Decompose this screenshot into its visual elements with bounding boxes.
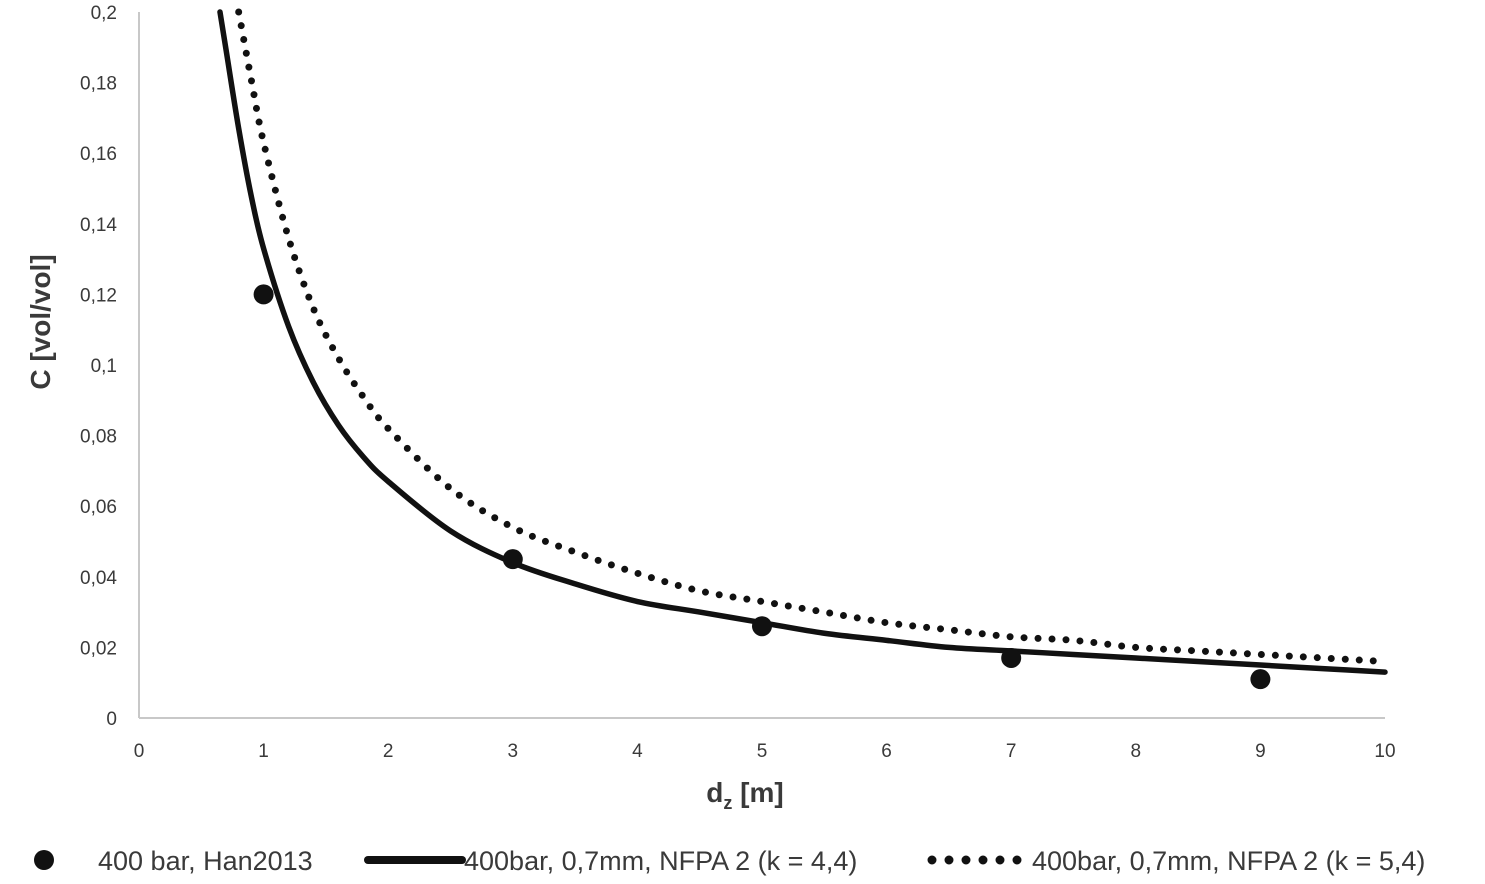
legend-label-nfpa-k44: 400bar, 0,7mm, NFPA 2 (k = 4,4)	[464, 846, 857, 876]
x-tick-label: 3	[508, 741, 519, 762]
y-tick-label: 0,14	[80, 215, 117, 236]
x-tick-label: 6	[881, 741, 892, 762]
plot-area	[217, 8, 1389, 690]
x-tick-label: 4	[632, 741, 643, 762]
y-tick-label: 0,06	[80, 497, 117, 518]
y-tick-label: 0,02	[80, 638, 117, 659]
x-tick-label: 10	[1374, 741, 1395, 762]
x-tick-labels: 0 1 2 3 4 5 6 7 8 9 10	[134, 741, 1396, 762]
y-tick-label: 0,18	[80, 74, 117, 95]
legend-label-han2013: 400 bar, Han2013	[98, 846, 313, 876]
series-line-nfpa-k54	[235, 8, 1389, 666]
legend-label-nfpa-k54: 400bar, 0,7mm, NFPA 2 (k = 5,4)	[1032, 846, 1425, 876]
y-tick-label: 0,16	[80, 144, 117, 165]
x-tick-label: 2	[383, 741, 394, 762]
y-tick-labels: 0 0,02 0,04 0,06 0,08 0,1 0,12 0,14 0,16 0,18 0,2	[80, 3, 117, 730]
x-axis-label: dz [m]	[706, 777, 783, 813]
y-tick-label: 0,1	[91, 356, 117, 377]
y-tick-label: 0,12	[80, 285, 117, 306]
x-tick-label: 7	[1006, 741, 1017, 762]
y-tick-label: 0	[106, 709, 117, 730]
data-point-han2013	[1250, 669, 1271, 690]
data-point-han2013	[752, 616, 772, 637]
x-tick-label: 8	[1131, 741, 1142, 762]
y-tick-label: 0,08	[80, 427, 117, 448]
legend-item-han2013: 400 bar, Han2013	[34, 846, 313, 876]
legend: 400 bar, Han2013 400bar, 0,7mm, NFPA 2 (…	[34, 846, 1425, 876]
data-point-han2013	[253, 284, 274, 305]
x-tick-label: 5	[757, 741, 768, 762]
y-axis-label: C [vol/vol]	[25, 254, 56, 389]
legend-item-nfpa-k54: 400bar, 0,7mm, NFPA 2 (k = 5,4)	[927, 846, 1425, 876]
x-tick-label: 1	[258, 741, 269, 762]
series-line-nfpa-k44	[217, 9, 1388, 675]
y-tick-label: 0,2	[91, 3, 117, 24]
x-axis-label-unit: [m]	[732, 777, 783, 808]
legend-marker-han2013	[34, 850, 54, 870]
x-axis-label-subscript: z	[723, 793, 732, 813]
axes	[138, 12, 1385, 719]
data-point-han2013	[502, 549, 523, 570]
y-tick-label: 0,04	[80, 568, 117, 589]
data-point-han2013	[1001, 647, 1022, 668]
x-tick-label: 9	[1255, 741, 1266, 762]
x-tick-label: 0	[134, 741, 145, 762]
legend-item-nfpa-k44: 400bar, 0,7mm, NFPA 2 (k = 4,4)	[364, 846, 857, 876]
x-axis-label-main: d	[706, 777, 723, 808]
